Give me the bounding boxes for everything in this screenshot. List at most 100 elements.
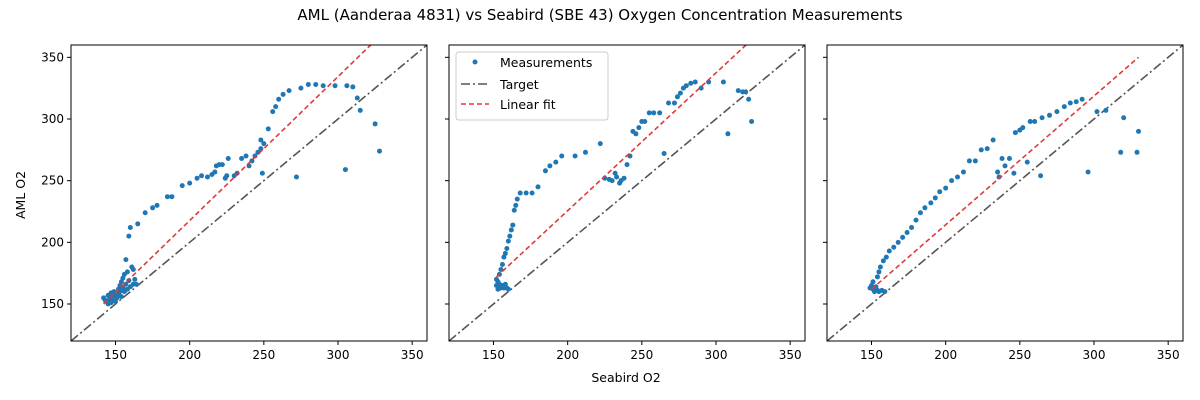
data-point [265, 126, 271, 132]
data-point [199, 173, 205, 179]
data-point [123, 257, 129, 263]
data-point [234, 170, 240, 176]
data-point [123, 281, 129, 287]
data-point [895, 239, 901, 245]
data-point [886, 248, 892, 254]
data-point [194, 175, 200, 181]
data-point [698, 85, 704, 91]
data-point [949, 178, 955, 184]
y-tick-label: 250 [41, 174, 64, 188]
data-point [276, 96, 282, 102]
data-point [513, 202, 519, 208]
data-point [955, 174, 961, 180]
data-point [883, 254, 889, 260]
data-point [978, 147, 984, 153]
x-tick-label: 250 [252, 348, 275, 362]
axes-frame [70, 44, 428, 342]
plot-area [71, 45, 427, 341]
data-point [313, 81, 319, 87]
data-point [133, 281, 139, 287]
axes-frame [826, 44, 1184, 342]
data-point [882, 289, 888, 295]
data-point [344, 83, 350, 89]
x-tick-label: 300 [1083, 348, 1106, 362]
plot-area [827, 45, 1183, 341]
data-point [674, 94, 680, 100]
legend-box [455, 51, 609, 121]
data-point [553, 159, 559, 165]
scatter-panel-middle: 150 200 250 300 350 [445, 44, 806, 362]
data-point [502, 250, 508, 256]
legend: Measurements Target Linear fit [455, 51, 609, 121]
data-point [661, 151, 667, 157]
x-tick-label: 200 [934, 348, 957, 362]
data-point [505, 238, 511, 244]
data-point [332, 83, 338, 89]
x-tick-label: 350 [1157, 348, 1180, 362]
data-point [320, 83, 326, 89]
data-point [651, 110, 657, 116]
data-point [990, 137, 996, 143]
data-point [504, 246, 510, 251]
legend-label-measurements: Measurements [500, 55, 592, 70]
data-point [624, 162, 630, 168]
data-point [1032, 118, 1038, 124]
data-point [126, 233, 132, 239]
data-point [1027, 118, 1033, 124]
data-point [1020, 125, 1026, 131]
scatter-panel-right: 150 200 250 300 350 [823, 44, 1184, 362]
data-point [132, 276, 138, 282]
x-tick-label: 300 [327, 348, 350, 362]
data-point [917, 210, 923, 216]
x-tick-label: 200 [556, 348, 579, 362]
data-point [749, 118, 755, 124]
axes-frame [448, 44, 806, 342]
data-point [280, 91, 286, 97]
data-point [507, 233, 513, 239]
data-point [305, 81, 311, 87]
data-point [298, 85, 304, 91]
data-point [187, 180, 193, 186]
data-point [517, 190, 523, 196]
data-point [904, 229, 910, 235]
x-tick-label: 250 [630, 348, 653, 362]
data-point [666, 100, 672, 106]
data-point [212, 169, 218, 175]
data-point [706, 79, 712, 85]
x-tick-label: 250 [1008, 348, 1031, 362]
data-point [683, 83, 689, 89]
data-point [258, 137, 264, 143]
data-point [135, 221, 141, 227]
data-point [913, 217, 919, 223]
figure-title: AML (Aanderaa 4831) vs Seabird (SBE 43) … [297, 6, 902, 24]
legend-label-target: Target [499, 77, 539, 92]
data-point [995, 169, 1001, 175]
data-point [1002, 163, 1008, 169]
data-point [124, 269, 130, 275]
data-point [377, 148, 383, 154]
data-point [1047, 112, 1052, 118]
data-point [499, 262, 505, 268]
data-point [1024, 159, 1030, 165]
x-tick-label: 200 [178, 348, 201, 362]
data-point [880, 258, 886, 264]
data-point [239, 155, 245, 161]
data-point [130, 266, 136, 272]
data-point [1006, 155, 1012, 161]
data-point [671, 100, 677, 106]
y-tick-label: 350 [41, 50, 64, 64]
data-point [735, 88, 741, 94]
data-point [510, 222, 516, 228]
data-point [243, 153, 249, 159]
data-point [154, 202, 160, 208]
data-point [1136, 128, 1141, 134]
linear-fit-line [103, 45, 372, 305]
data-point [891, 244, 897, 250]
data-point [1094, 109, 1100, 115]
data-point [966, 158, 972, 164]
data-point [937, 189, 943, 195]
data-point [932, 195, 938, 201]
data-point [511, 207, 517, 213]
data-point [1011, 170, 1017, 176]
